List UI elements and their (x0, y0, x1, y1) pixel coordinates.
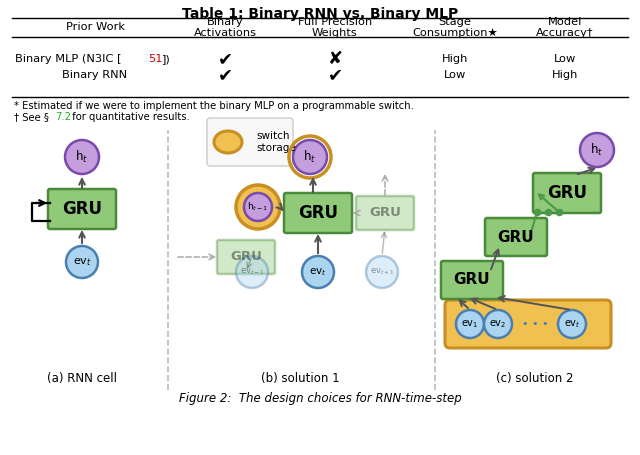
Text: ✘: ✘ (328, 50, 342, 68)
Text: 51: 51 (148, 54, 163, 64)
Text: GRU: GRU (298, 204, 338, 222)
FancyBboxPatch shape (533, 173, 601, 213)
Text: Binary MLP (N3IC [: Binary MLP (N3IC [ (15, 54, 122, 64)
Text: † See §: † See § (14, 112, 52, 122)
Text: • • •: • • • (522, 319, 548, 329)
Text: ]): ]) (162, 54, 171, 64)
Text: GRU: GRU (547, 184, 587, 202)
Text: GRU: GRU (230, 251, 262, 263)
FancyBboxPatch shape (445, 300, 611, 348)
Text: GRU: GRU (62, 200, 102, 218)
Text: (c) solution 2: (c) solution 2 (496, 372, 573, 385)
Circle shape (236, 256, 268, 288)
Circle shape (580, 133, 614, 167)
Circle shape (66, 246, 98, 278)
Text: ✔: ✔ (218, 66, 232, 84)
Text: ev$_{t+1}$: ev$_{t+1}$ (369, 267, 394, 277)
Text: Full Precision
Weights: Full Precision Weights (298, 17, 372, 38)
Text: h$_{t-1}$: h$_{t-1}$ (247, 201, 269, 213)
Text: Low: Low (554, 54, 576, 64)
Text: Low: Low (444, 70, 466, 80)
FancyBboxPatch shape (485, 218, 547, 256)
Text: ev$_2$: ev$_2$ (490, 318, 507, 330)
Text: ✔: ✔ (328, 66, 342, 84)
Circle shape (558, 310, 586, 338)
Text: Table 1: Binary RNN vs. Binary MLP: Table 1: Binary RNN vs. Binary MLP (182, 7, 458, 21)
Text: ev$_{t-1}$: ev$_{t-1}$ (239, 267, 264, 277)
Text: h$_t$: h$_t$ (591, 142, 604, 158)
Text: Model
Accuracy†: Model Accuracy† (536, 17, 594, 38)
Text: h$_t$: h$_t$ (76, 149, 88, 165)
Text: High: High (552, 70, 578, 80)
Text: switch
storage: switch storage (256, 131, 296, 153)
Text: ev$_t$: ev$_t$ (564, 318, 580, 330)
FancyBboxPatch shape (441, 261, 503, 299)
Circle shape (302, 256, 334, 288)
Text: GRU: GRU (498, 229, 534, 244)
Text: ✔: ✔ (218, 50, 232, 68)
Text: ev$_t$: ev$_t$ (309, 266, 327, 278)
Text: Figure 2:  The design choices for RNN-time-step: Figure 2: The design choices for RNN-tim… (179, 392, 461, 405)
Circle shape (456, 310, 484, 338)
Circle shape (236, 185, 280, 229)
Text: Binary
Activations: Binary Activations (193, 17, 257, 38)
Circle shape (244, 193, 272, 221)
Text: h$_t$: h$_t$ (303, 149, 317, 165)
Text: Stage
Consumption★: Stage Consumption★ (412, 17, 498, 38)
Text: ev$_t$: ev$_t$ (72, 256, 92, 268)
Text: GRU: GRU (454, 273, 490, 288)
FancyBboxPatch shape (356, 196, 414, 230)
Text: Binary RNN: Binary RNN (63, 70, 127, 80)
Text: * Estimated if we were to implement the binary MLP on a programmable switch.: * Estimated if we were to implement the … (14, 101, 414, 111)
Text: ev$_1$: ev$_1$ (461, 318, 479, 330)
Ellipse shape (214, 131, 242, 153)
Text: (a) RNN cell: (a) RNN cell (47, 372, 117, 385)
Text: GRU: GRU (369, 207, 401, 219)
Circle shape (366, 256, 398, 288)
Circle shape (65, 140, 99, 174)
Text: Prior Work: Prior Work (65, 22, 125, 32)
FancyBboxPatch shape (284, 193, 352, 233)
Text: (b) solution 1: (b) solution 1 (260, 372, 339, 385)
FancyBboxPatch shape (217, 240, 275, 274)
FancyBboxPatch shape (207, 118, 293, 166)
Circle shape (484, 310, 512, 338)
Text: 7.2: 7.2 (55, 112, 71, 122)
FancyBboxPatch shape (48, 189, 116, 229)
Text: High: High (442, 54, 468, 64)
Circle shape (293, 140, 327, 174)
Text: for quantitative results.: for quantitative results. (69, 112, 189, 122)
